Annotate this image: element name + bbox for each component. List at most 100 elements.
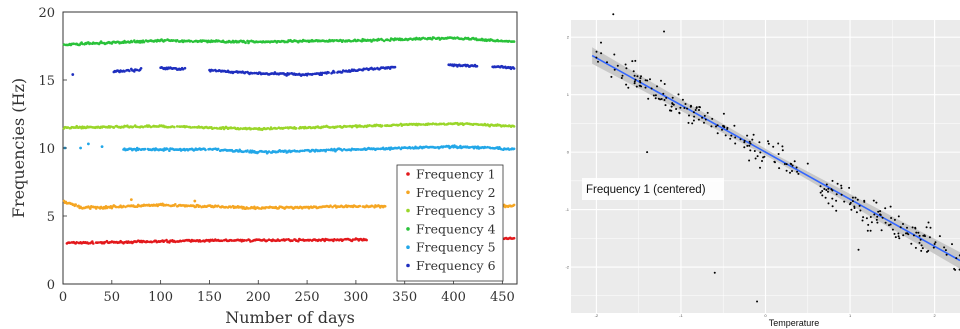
data-point [688,114,690,117]
data-point [308,238,312,242]
data-point [915,231,918,234]
data-point [341,69,345,72]
data-point [893,232,896,235]
y-tick-label: 0 [567,150,570,155]
data-point [943,246,946,249]
data-point [897,232,900,235]
data-point [944,249,947,252]
data-point [938,235,941,238]
data-point [475,64,479,68]
data-point [823,188,826,190]
data-point [512,40,516,43]
data-point [291,149,294,153]
data-point [639,77,642,80]
data-point [440,122,444,126]
data-point [749,149,752,152]
data-point [606,61,608,64]
data-point [215,69,218,73]
data-point [242,150,245,154]
data-point [921,247,924,250]
data-point [659,98,662,101]
data-point [468,146,472,149]
data-point [333,71,336,74]
legend-marker [406,227,410,231]
data-point [743,146,746,149]
data-point [640,85,643,88]
data-point [247,207,250,210]
data-point [774,161,776,164]
data-point [374,67,377,71]
data-point [230,239,234,242]
data-point [669,109,672,112]
data-point [831,179,834,182]
data-point [230,126,234,130]
data-point [657,97,660,100]
data-point [863,199,866,202]
data-point [662,92,665,95]
data-point [285,238,288,241]
data-point [790,163,793,166]
data-point [893,218,896,221]
outlier-point [646,151,649,154]
data-point [512,125,516,128]
data-point [872,199,875,202]
data-point [671,103,674,105]
data-point [749,142,752,145]
data-point [746,134,749,137]
data-point [447,144,451,148]
data-point [624,63,627,66]
data-point [175,39,179,42]
data-point [789,162,792,165]
data-point [840,187,843,190]
data-point [677,93,680,96]
data-point [858,204,861,207]
legend-label: Frequency 6 [416,258,496,273]
data-point [686,107,689,110]
data-point [397,146,401,149]
data-point [905,232,907,235]
scatter-points [595,13,960,303]
data-point [722,125,725,128]
data-point [671,102,674,105]
outlier-point [713,271,716,274]
data-point [877,210,880,213]
data-point [167,203,170,207]
y-tick-label: -2 [565,265,569,270]
data-point [311,72,315,76]
data-point [393,65,397,69]
data-point [898,237,901,240]
data-point [209,147,212,151]
data-point [767,142,770,145]
data-point [726,126,729,129]
data-point [616,64,619,67]
x-tick-label: 0 [59,290,67,305]
data-point [954,268,957,271]
data-point [791,170,793,172]
data-point [761,160,763,162]
data-point [756,155,759,158]
data-point [873,213,876,216]
scatter-points [62,36,516,245]
data-point [358,68,362,71]
data-point [919,238,922,241]
data-point [793,160,796,163]
data-point [917,231,920,234]
data-point [945,253,948,256]
data-point [349,40,353,43]
data-point [193,125,197,129]
data-point [781,149,784,152]
legend-marker [406,245,410,249]
data-point [600,41,602,44]
x-tick-label: 350 [392,290,417,305]
data-point [695,107,698,109]
data-point [435,123,439,126]
y-tick-label: 10 [38,142,55,157]
data-point [74,203,77,206]
data-point [906,232,909,235]
data-point [336,125,339,128]
data-point [253,71,256,75]
series-6 [112,63,516,77]
data-point [595,50,598,53]
data-point [751,138,754,141]
data-point [928,236,931,239]
